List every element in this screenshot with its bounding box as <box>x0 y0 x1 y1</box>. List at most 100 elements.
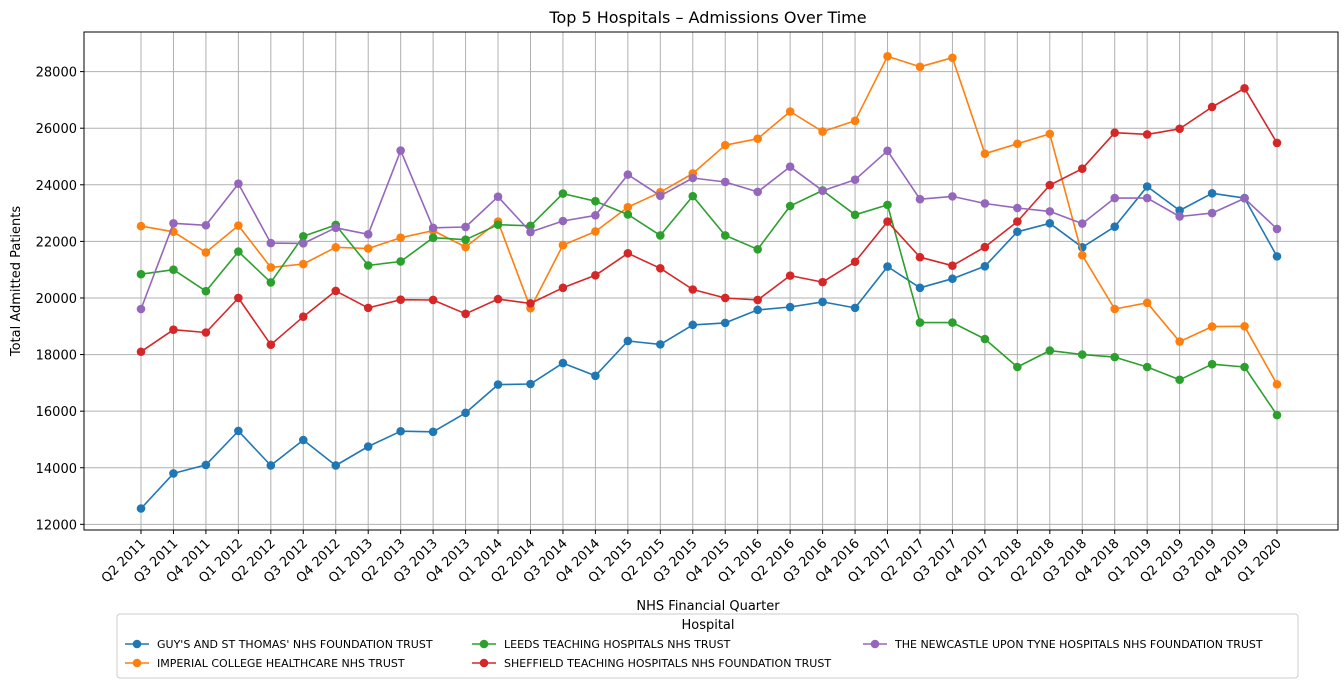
data-point <box>883 146 892 156</box>
x-axis-label: NHS Financial Quarter <box>636 599 780 614</box>
data-point <box>396 426 405 436</box>
data-point <box>785 271 795 280</box>
data-point <box>234 221 243 230</box>
data-point <box>1110 304 1120 314</box>
legend: Hospital GUY'S AND ST THOMAS' NHS FOUNDA… <box>116 613 1299 679</box>
y-tick-label: 18000 <box>36 349 77 364</box>
data-point <box>493 294 503 304</box>
data-point <box>1240 194 1249 203</box>
data-point <box>948 192 957 201</box>
data-point <box>1175 206 1184 215</box>
data-point <box>558 240 568 250</box>
data-point <box>915 318 925 327</box>
data-point <box>136 269 146 279</box>
data-point <box>1240 84 1249 93</box>
data-point <box>1077 250 1087 260</box>
data-point <box>363 230 373 239</box>
y-tick-label: 26000 <box>36 122 77 137</box>
data-point <box>266 461 276 470</box>
data-point <box>1207 359 1217 369</box>
series-2 <box>136 52 1282 389</box>
legend-swatch-marker <box>132 658 142 668</box>
data-point <box>461 222 470 232</box>
data-point <box>1013 362 1022 372</box>
data-point <box>266 340 276 349</box>
data-point <box>656 340 665 349</box>
data-point <box>1013 139 1022 149</box>
data-point <box>850 175 860 185</box>
data-point <box>980 242 990 252</box>
data-point <box>234 179 243 188</box>
data-point <box>169 218 178 228</box>
data-point <box>656 231 665 240</box>
series-line <box>140 55 1278 385</box>
data-point <box>396 146 405 155</box>
legend-swatch-marker <box>132 639 142 649</box>
data-point <box>1142 193 1152 203</box>
data-point <box>461 309 470 319</box>
data-point <box>1207 102 1217 112</box>
data-point <box>1142 298 1152 308</box>
data-point <box>493 192 503 201</box>
data-point <box>591 271 600 280</box>
data-point <box>850 303 860 313</box>
data-point <box>1207 208 1217 218</box>
data-point <box>688 320 698 330</box>
data-point <box>883 217 892 226</box>
data-point <box>1142 182 1152 191</box>
data-point <box>526 221 535 231</box>
legend-label: LEEDS TEACHING HOSPITALS NHS TRUST <box>504 638 731 651</box>
data-point <box>493 220 503 229</box>
data-point <box>720 293 730 303</box>
data-point <box>1045 346 1055 355</box>
data-point <box>948 53 957 63</box>
data-point <box>591 211 600 220</box>
data-point <box>850 257 860 267</box>
data-point <box>1110 352 1120 362</box>
data-point <box>461 408 470 418</box>
data-point <box>136 304 146 314</box>
data-point <box>1077 164 1087 173</box>
legend-label: SHEFFIELD TEACHING HOSPITALS NHS FOUNDAT… <box>504 657 831 670</box>
data-point <box>1013 227 1022 237</box>
data-point <box>169 469 178 478</box>
data-point <box>1045 207 1055 216</box>
data-point <box>234 293 243 303</box>
legend-label: GUY'S AND ST THOMAS' NHS FOUNDATION TRUS… <box>157 638 433 651</box>
legend-swatch-marker <box>479 639 489 649</box>
data-point <box>818 297 827 307</box>
data-point <box>396 233 405 243</box>
y-tick-label: 22000 <box>36 235 77 250</box>
data-point <box>526 227 535 237</box>
data-point <box>493 380 503 389</box>
data-point <box>980 149 990 158</box>
y-tick-label: 28000 <box>36 66 77 81</box>
series-1 <box>136 182 1282 513</box>
y-tick-label: 12000 <box>36 518 77 533</box>
data-point <box>1077 219 1087 228</box>
data-point <box>266 278 276 287</box>
data-point <box>1045 218 1055 228</box>
data-point <box>623 336 633 346</box>
data-point <box>915 194 925 204</box>
data-point <box>623 202 633 212</box>
data-point <box>1207 188 1217 198</box>
legend-label: IMPERIAL COLLEGE HEALTHCARE NHS TRUST <box>157 657 405 670</box>
data-point <box>1045 180 1055 190</box>
data-point <box>1272 410 1282 420</box>
data-point <box>1045 129 1055 139</box>
data-point <box>428 223 438 233</box>
data-point <box>1013 203 1022 213</box>
data-point <box>948 261 957 271</box>
data-point <box>1272 224 1282 234</box>
data-point <box>623 248 633 258</box>
y-axis: 12000 14000 16000 18000 20000 22000 24000 26000… <box>36 66 84 533</box>
data-point <box>1207 322 1217 331</box>
data-point <box>1272 252 1282 261</box>
data-point <box>526 299 535 308</box>
data-point <box>363 303 373 313</box>
data-point <box>850 210 860 220</box>
data-point <box>169 265 178 274</box>
data-point <box>201 286 211 296</box>
